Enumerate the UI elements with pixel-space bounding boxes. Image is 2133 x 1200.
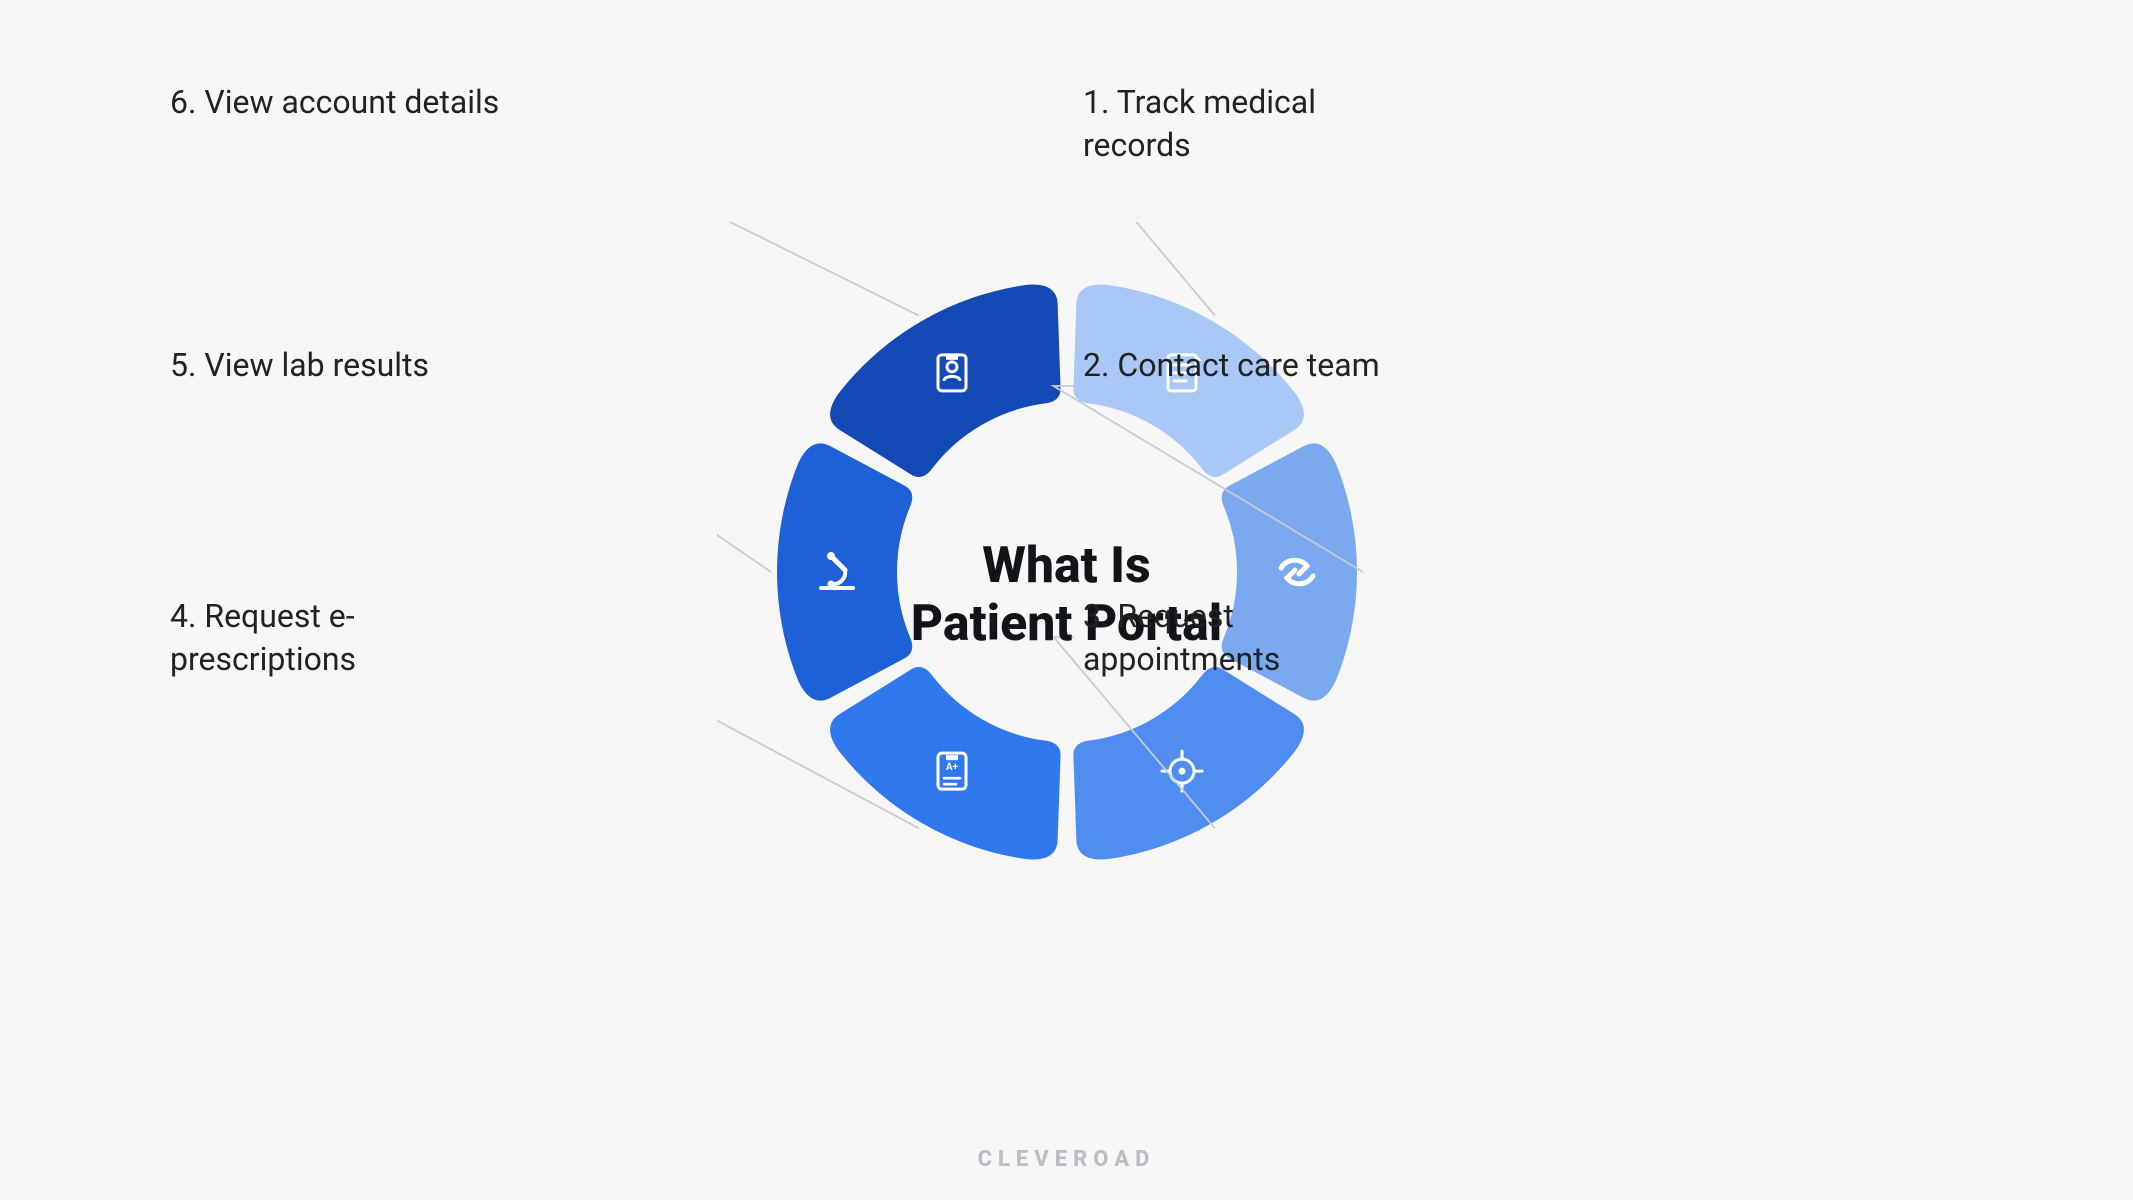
segment-label-2: 2. Contact care team [1083,344,1383,387]
brand-watermark: CLEVEROAD [978,1147,1156,1172]
donut-segment-5 [777,443,912,700]
segment-label-3: 3. Request appointments [1083,595,1423,681]
donut-segment-6 [830,285,1061,477]
center-title-line1: What Is [911,538,1222,596]
segment-label-5: 5. View lab results [170,344,470,387]
donut-segment-4 [830,667,1061,859]
segment-label-4: 4. Request e-prescriptions [170,595,530,681]
connector-6 [717,222,919,316]
connector-5 [717,386,771,572]
segment-label-1: 1. Track medical records [1083,81,1423,167]
segment-label-6: 6. View account details [170,81,500,124]
donut-segment-3 [1073,667,1304,859]
